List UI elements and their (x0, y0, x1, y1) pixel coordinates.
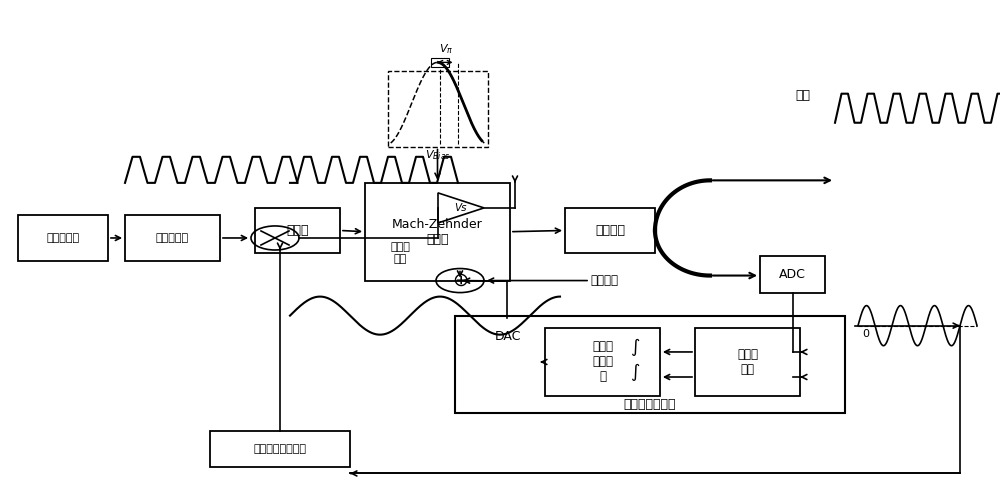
Text: ∫: ∫ (630, 363, 639, 381)
Text: 偏置点
控制: 偏置点 控制 (390, 242, 410, 264)
FancyBboxPatch shape (760, 256, 825, 293)
Text: 输出: 输出 (795, 89, 810, 102)
Text: 直流偏置: 直流偏置 (590, 274, 618, 287)
FancyBboxPatch shape (365, 183, 510, 281)
Text: ⊕: ⊕ (452, 271, 468, 290)
FancyBboxPatch shape (210, 431, 350, 467)
Text: 低频正弦波发生器: 低频正弦波发生器 (254, 444, 306, 454)
FancyBboxPatch shape (455, 316, 845, 413)
Text: 预编码模块: 预编码模块 (156, 233, 189, 243)
Text: 低通滤
波器: 低通滤 波器 (737, 348, 758, 376)
Text: $V_{\pi}$: $V_{\pi}$ (439, 43, 454, 57)
Text: ∫: ∫ (630, 338, 639, 356)
Text: 积分差
计算模
块: 积分差 计算模 块 (592, 341, 613, 383)
FancyBboxPatch shape (565, 208, 655, 253)
FancyBboxPatch shape (475, 318, 540, 356)
FancyBboxPatch shape (255, 208, 340, 253)
FancyBboxPatch shape (545, 328, 660, 396)
Text: ADC: ADC (779, 268, 806, 281)
Text: Vs: Vs (454, 203, 466, 213)
FancyBboxPatch shape (430, 59, 448, 68)
Text: Mach-Zehnder
调制器: Mach-Zehnder 调制器 (392, 218, 483, 245)
FancyBboxPatch shape (388, 72, 488, 147)
FancyBboxPatch shape (125, 215, 220, 261)
Text: DAC: DAC (494, 331, 521, 343)
Text: 分光模块: 分光模块 (595, 224, 625, 237)
Text: 数据发生器: 数据发生器 (46, 233, 80, 243)
Text: 0: 0 (862, 329, 869, 339)
FancyBboxPatch shape (695, 328, 800, 396)
Text: $V_{Bias}$: $V_{Bias}$ (425, 148, 450, 162)
Text: 偏置点追踪模块: 偏置点追踪模块 (624, 398, 676, 411)
FancyBboxPatch shape (18, 215, 108, 261)
Text: 激光器: 激光器 (286, 224, 309, 237)
